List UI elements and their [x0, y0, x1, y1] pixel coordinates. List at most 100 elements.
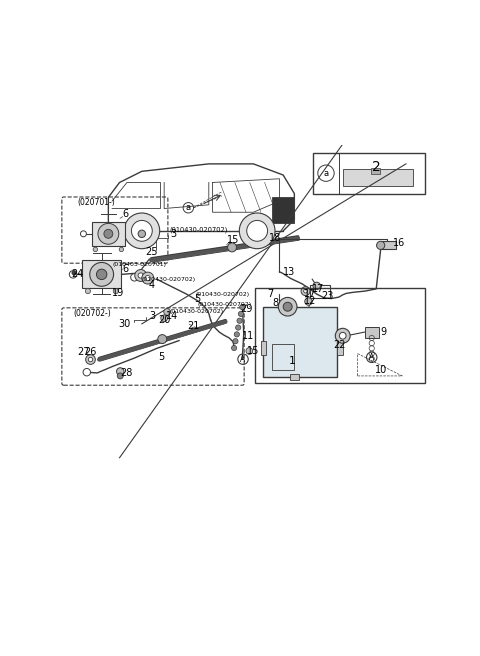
Circle shape — [238, 312, 243, 317]
Text: 22: 22 — [333, 340, 345, 350]
Text: 5: 5 — [194, 293, 201, 304]
Text: 2: 2 — [372, 160, 381, 174]
Text: 17: 17 — [312, 283, 325, 293]
Bar — [381, 241, 396, 249]
Text: (010430-020702): (010430-020702) — [141, 277, 195, 283]
Circle shape — [164, 308, 170, 316]
Circle shape — [246, 348, 252, 354]
Circle shape — [113, 289, 119, 294]
Text: A: A — [369, 353, 374, 362]
Circle shape — [234, 332, 240, 337]
Bar — [365, 327, 379, 338]
Text: 26: 26 — [84, 347, 96, 357]
Circle shape — [158, 335, 167, 344]
Circle shape — [104, 230, 113, 238]
Text: (010430-020702): (010430-020702) — [198, 302, 252, 307]
Text: 27: 27 — [77, 347, 89, 357]
Text: 29: 29 — [240, 304, 252, 314]
Circle shape — [304, 289, 307, 293]
Text: (010430-020702): (010430-020702) — [170, 310, 224, 314]
Bar — [263, 307, 337, 377]
Polygon shape — [343, 169, 413, 186]
Text: 17: 17 — [304, 289, 316, 299]
Text: 23: 23 — [321, 291, 333, 301]
Bar — [272, 344, 294, 371]
Bar — [255, 288, 424, 382]
Text: a: a — [186, 203, 191, 213]
Circle shape — [81, 231, 86, 237]
Text: 14: 14 — [166, 311, 178, 321]
Text: 15: 15 — [227, 235, 239, 245]
Text: 13: 13 — [283, 267, 296, 277]
Circle shape — [138, 273, 144, 278]
Text: 20: 20 — [158, 315, 170, 325]
Circle shape — [339, 333, 346, 339]
Circle shape — [132, 220, 152, 241]
Bar — [92, 222, 125, 246]
Circle shape — [145, 276, 150, 281]
Circle shape — [335, 328, 350, 343]
Circle shape — [135, 270, 147, 281]
Text: 15: 15 — [247, 346, 260, 356]
Circle shape — [240, 213, 275, 249]
Circle shape — [119, 247, 124, 252]
Text: 10: 10 — [374, 365, 387, 375]
Circle shape — [69, 271, 77, 278]
Circle shape — [85, 289, 91, 294]
Text: 5: 5 — [158, 352, 164, 361]
Text: 11: 11 — [242, 331, 254, 340]
Circle shape — [377, 241, 385, 249]
Circle shape — [138, 230, 145, 237]
Bar — [272, 197, 294, 224]
Circle shape — [161, 315, 168, 321]
Circle shape — [247, 220, 267, 241]
Text: 25: 25 — [145, 247, 157, 256]
Bar — [337, 340, 343, 356]
Text: 1: 1 — [289, 356, 296, 366]
Circle shape — [283, 302, 292, 311]
Circle shape — [117, 373, 123, 379]
Circle shape — [131, 274, 138, 281]
Circle shape — [98, 224, 119, 244]
Text: 6: 6 — [122, 264, 128, 274]
Circle shape — [278, 297, 297, 316]
Bar — [83, 260, 121, 288]
Text: A: A — [240, 355, 246, 363]
Text: 28: 28 — [120, 368, 132, 378]
Circle shape — [72, 271, 76, 275]
Text: 30: 30 — [118, 319, 130, 329]
Circle shape — [313, 282, 321, 289]
Text: 12: 12 — [304, 296, 316, 306]
Bar — [313, 153, 424, 194]
Circle shape — [228, 243, 237, 252]
Circle shape — [142, 272, 154, 284]
Text: 6: 6 — [122, 209, 128, 219]
Text: (020702-): (020702-) — [73, 309, 111, 318]
Circle shape — [305, 298, 312, 305]
Text: 3: 3 — [170, 229, 177, 239]
Text: 4: 4 — [148, 279, 154, 290]
Circle shape — [237, 318, 242, 323]
Text: 16: 16 — [393, 237, 406, 248]
Circle shape — [85, 355, 96, 364]
Text: 9: 9 — [381, 327, 387, 337]
Text: (010403-020701): (010403-020701) — [112, 262, 166, 267]
Bar — [310, 285, 330, 298]
Text: 8: 8 — [272, 298, 278, 308]
Text: 3: 3 — [149, 311, 156, 321]
Circle shape — [90, 262, 114, 286]
Text: a: a — [324, 169, 328, 178]
Text: 18: 18 — [269, 232, 281, 243]
Text: (020701-): (020701-) — [78, 197, 116, 207]
Circle shape — [301, 287, 310, 296]
Circle shape — [88, 358, 93, 362]
Circle shape — [93, 247, 97, 252]
Text: 21: 21 — [188, 321, 200, 331]
Bar — [261, 340, 266, 356]
Text: 7: 7 — [267, 289, 273, 299]
Polygon shape — [191, 327, 197, 330]
Text: (010430-020702): (010430-020702) — [170, 226, 228, 233]
Circle shape — [231, 346, 237, 350]
Circle shape — [236, 325, 241, 330]
Circle shape — [96, 269, 107, 279]
